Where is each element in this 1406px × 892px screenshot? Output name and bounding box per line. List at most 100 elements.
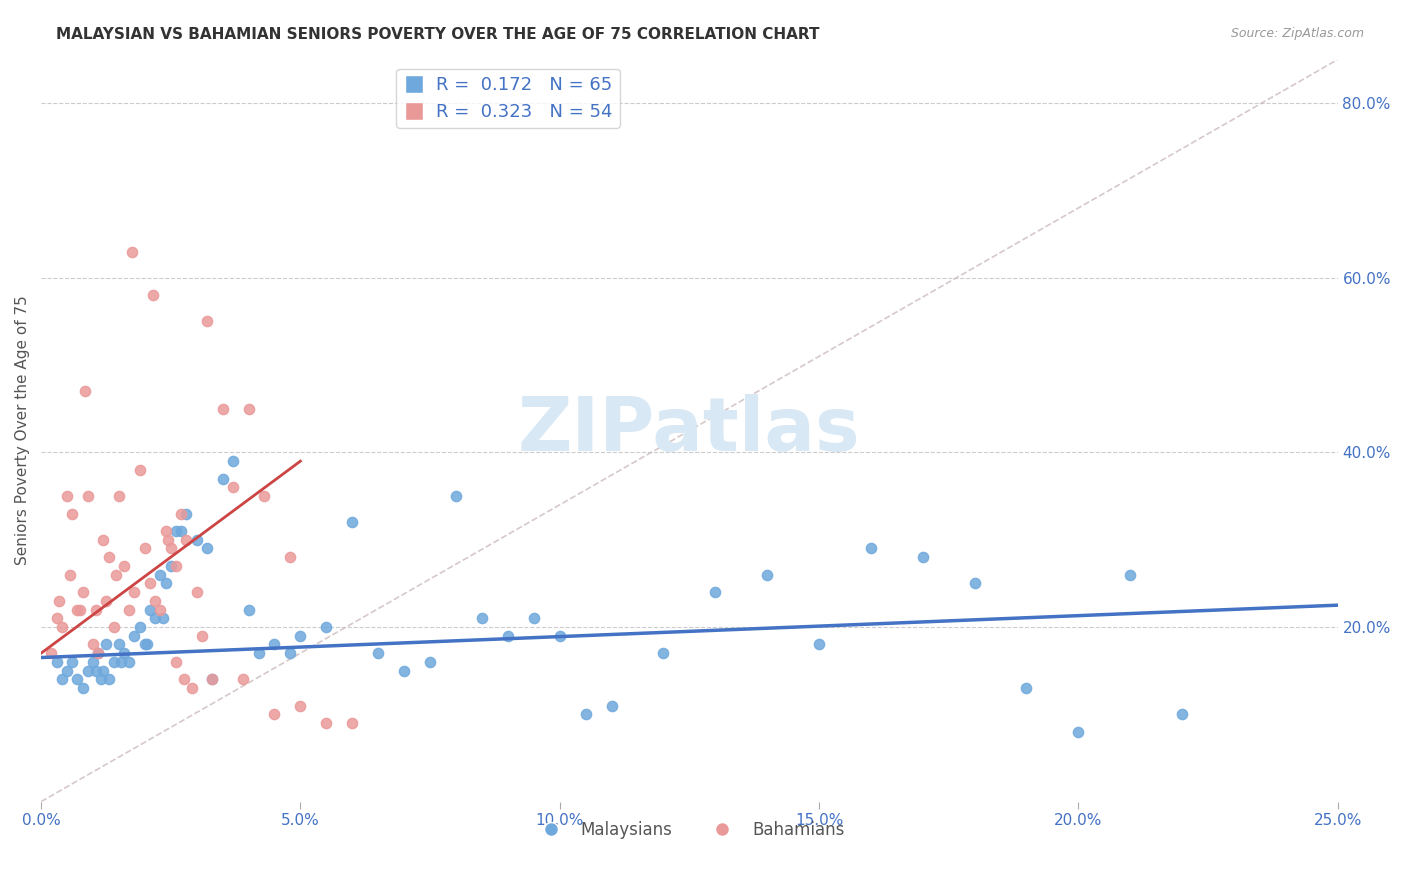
Point — [176, 533, 198, 547]
Point — [180, 681, 202, 695]
Point — [90, 673, 112, 687]
Point — [87, 646, 110, 660]
Point — [152, 611, 174, 625]
Point — [139, 576, 162, 591]
Point — [75, 384, 97, 399]
Point — [186, 585, 208, 599]
Point — [143, 611, 166, 625]
Text: MALAYSIAN VS BAHAMIAN SENIORS POVERTY OVER THE AGE OF 75 CORRELATION CHART: MALAYSIAN VS BAHAMIAN SENIORS POVERTY OV… — [56, 27, 820, 42]
Point — [84, 602, 107, 616]
Point — [367, 646, 389, 660]
Point — [232, 673, 254, 687]
Point — [108, 637, 131, 651]
Point — [315, 620, 337, 634]
Point — [66, 673, 89, 687]
Point — [201, 673, 224, 687]
Point — [45, 611, 67, 625]
Point — [247, 646, 270, 660]
Point — [195, 541, 218, 556]
Point — [124, 629, 146, 643]
Point — [211, 401, 233, 416]
Point — [143, 594, 166, 608]
Point — [84, 664, 107, 678]
Point — [165, 558, 187, 573]
Point — [48, 594, 70, 608]
Point — [342, 716, 364, 731]
Point — [170, 507, 193, 521]
Point — [118, 602, 141, 616]
Point — [72, 585, 94, 599]
Point — [149, 602, 172, 616]
Point — [238, 401, 260, 416]
Point — [59, 567, 82, 582]
Point — [155, 524, 177, 538]
Point — [118, 655, 141, 669]
Point — [496, 629, 519, 643]
Point — [756, 567, 779, 582]
Point — [60, 655, 83, 669]
Point — [201, 673, 224, 687]
Point — [82, 655, 104, 669]
Point — [108, 489, 131, 503]
Point — [41, 646, 63, 660]
Point — [165, 655, 187, 669]
Point — [72, 681, 94, 695]
Point — [1119, 567, 1142, 582]
Point — [290, 629, 312, 643]
Point — [112, 558, 135, 573]
Point — [124, 585, 146, 599]
Point — [263, 637, 285, 651]
Legend: Malaysians, Bahamians: Malaysians, Bahamians — [527, 814, 852, 846]
Point — [51, 620, 73, 634]
Point — [392, 664, 415, 678]
Point — [195, 314, 218, 328]
Point — [1067, 724, 1090, 739]
Point — [45, 655, 67, 669]
Point — [704, 585, 727, 599]
Point — [186, 533, 208, 547]
Y-axis label: Seniors Poverty Over the Age of 75: Seniors Poverty Over the Age of 75 — [15, 296, 30, 566]
Point — [652, 646, 675, 660]
Point — [263, 707, 285, 722]
Point — [173, 673, 195, 687]
Point — [253, 489, 276, 503]
Point — [121, 244, 143, 259]
Point — [51, 673, 73, 687]
Text: ZIPatlas: ZIPatlas — [517, 394, 860, 467]
Point — [222, 480, 245, 494]
Point — [159, 541, 181, 556]
Point — [66, 602, 89, 616]
Point — [419, 655, 441, 669]
Point — [170, 524, 193, 538]
Point — [56, 489, 79, 503]
Point — [110, 655, 132, 669]
Point — [76, 664, 98, 678]
Text: Source: ZipAtlas.com: Source: ZipAtlas.com — [1230, 27, 1364, 40]
Point — [963, 576, 986, 591]
Point — [600, 698, 623, 713]
Point — [191, 629, 214, 643]
Point — [134, 637, 156, 651]
Point — [76, 489, 98, 503]
Point — [315, 716, 337, 731]
Point — [149, 567, 172, 582]
Point — [278, 646, 301, 660]
Point — [105, 567, 128, 582]
Point — [157, 533, 180, 547]
Point — [1015, 681, 1038, 695]
Point — [222, 454, 245, 468]
Point — [56, 664, 79, 678]
Point — [859, 541, 882, 556]
Point — [82, 637, 104, 651]
Point — [136, 637, 159, 651]
Point — [471, 611, 494, 625]
Point — [911, 550, 934, 565]
Point — [165, 524, 187, 538]
Point — [97, 673, 120, 687]
Point — [93, 533, 115, 547]
Point — [128, 463, 150, 477]
Point — [128, 620, 150, 634]
Point — [176, 507, 198, 521]
Point — [112, 646, 135, 660]
Point — [575, 707, 598, 722]
